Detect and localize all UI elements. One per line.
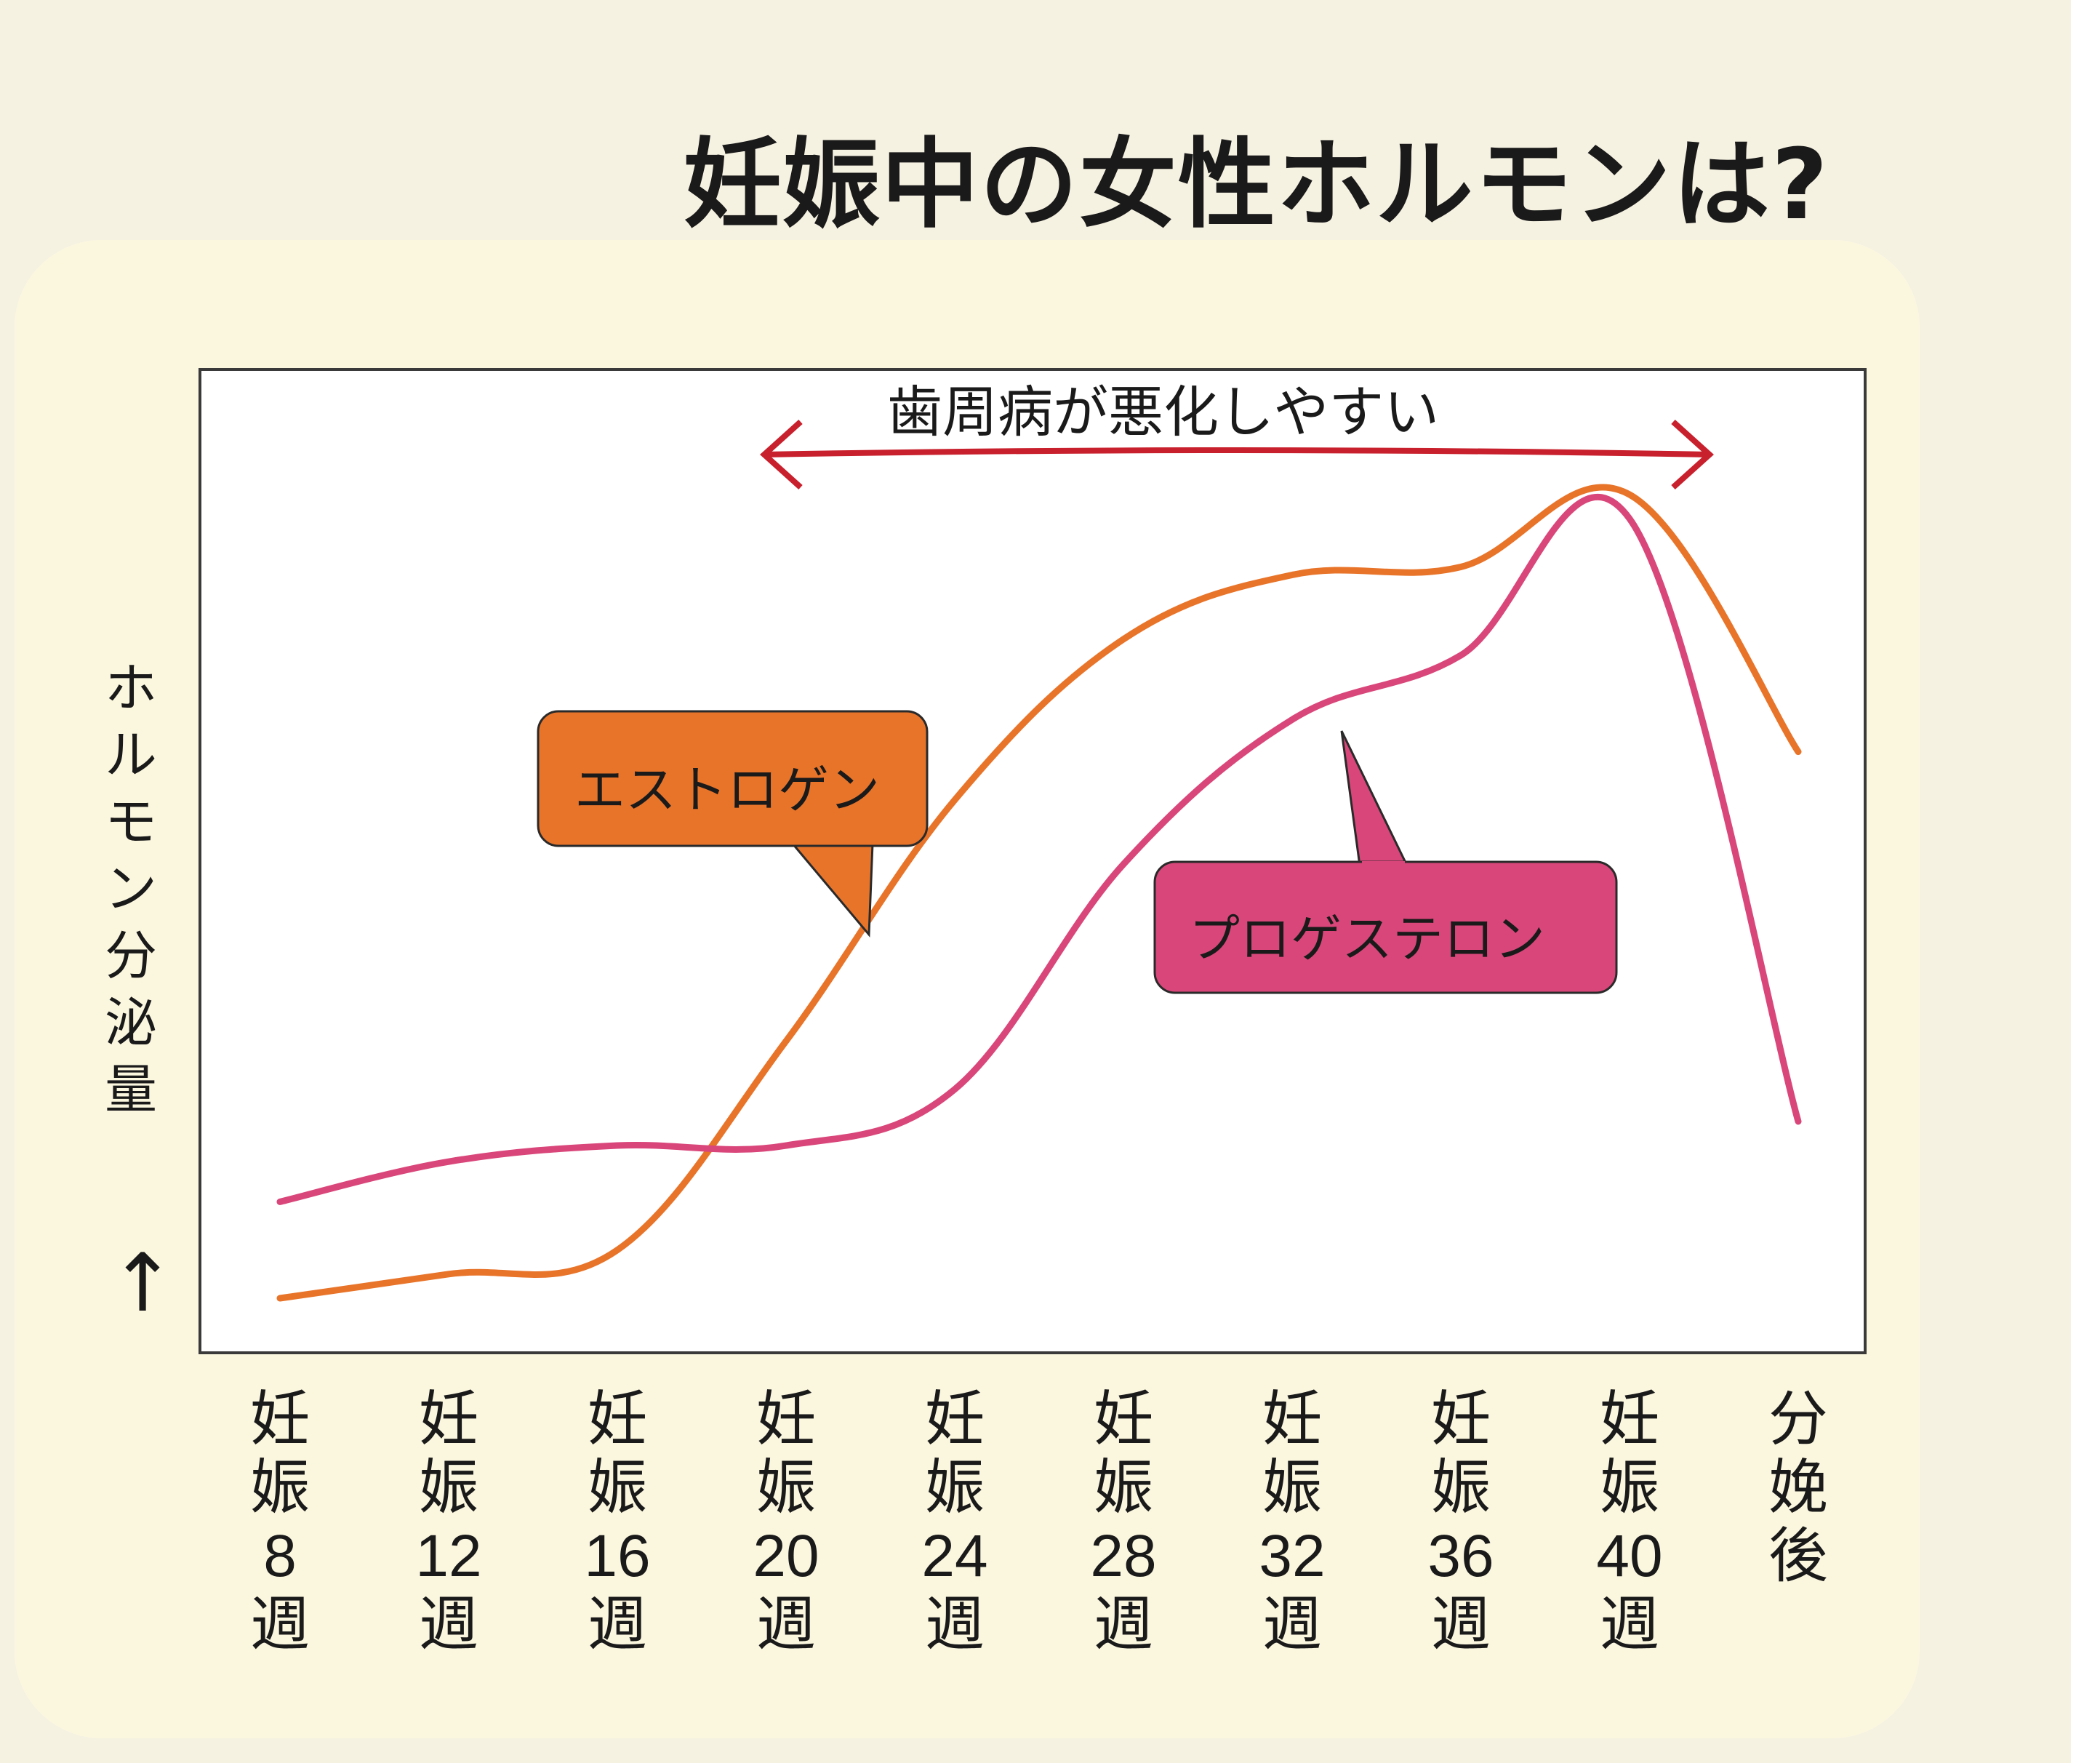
range-annotation-label: 歯周病が悪化しやすい bbox=[887, 380, 1440, 444]
x-tick-label: 妊娠24週 bbox=[921, 1386, 988, 1658]
callout-layer bbox=[537, 710, 1618, 994]
x-tick-label: 妊娠28週 bbox=[1090, 1386, 1157, 1658]
callout-join-progesterone bbox=[1362, 861, 1405, 865]
series-layer bbox=[276, 484, 1802, 1302]
x-tick-label: 妊娠32週 bbox=[1259, 1386, 1326, 1658]
callout-join-estrogen bbox=[795, 835, 870, 839]
x-tick-label: 妊娠8週 bbox=[249, 1386, 310, 1658]
range-arrow-right-head-icon bbox=[1671, 420, 1714, 489]
chart-title: 妊娠中の女性ホルモンは? bbox=[684, 128, 1830, 241]
range-arrow-line bbox=[764, 447, 1710, 457]
page-edge bbox=[2071, 0, 2100, 1763]
series-line-progesterone bbox=[276, 493, 1802, 1205]
x-tick-label: 妊娠12週 bbox=[415, 1386, 482, 1658]
plot-frame bbox=[199, 368, 1867, 1354]
range-arrow-left-head-icon bbox=[760, 420, 803, 489]
series-label-estrogen: エストロゲン bbox=[574, 760, 880, 820]
series-line-estrogen bbox=[276, 484, 1802, 1302]
x-tick-label: 妊娠20週 bbox=[753, 1386, 819, 1658]
range-arrow bbox=[760, 420, 1714, 489]
x-tick-label: 分娩後 bbox=[1768, 1386, 1828, 1589]
y-axis-up-arrow-icon: ↑ bbox=[109, 1236, 177, 1330]
callout-box-estrogen bbox=[537, 710, 929, 847]
x-tick-label: 妊娠36週 bbox=[1427, 1386, 1494, 1658]
x-tick-label: 妊娠40週 bbox=[1596, 1386, 1663, 1658]
x-tick-label: 妊娠16週 bbox=[584, 1386, 651, 1658]
y-axis-label: ホルモン分泌量 bbox=[104, 657, 157, 1120]
series-label-progesterone: プロゲステロン bbox=[1189, 909, 1545, 969]
